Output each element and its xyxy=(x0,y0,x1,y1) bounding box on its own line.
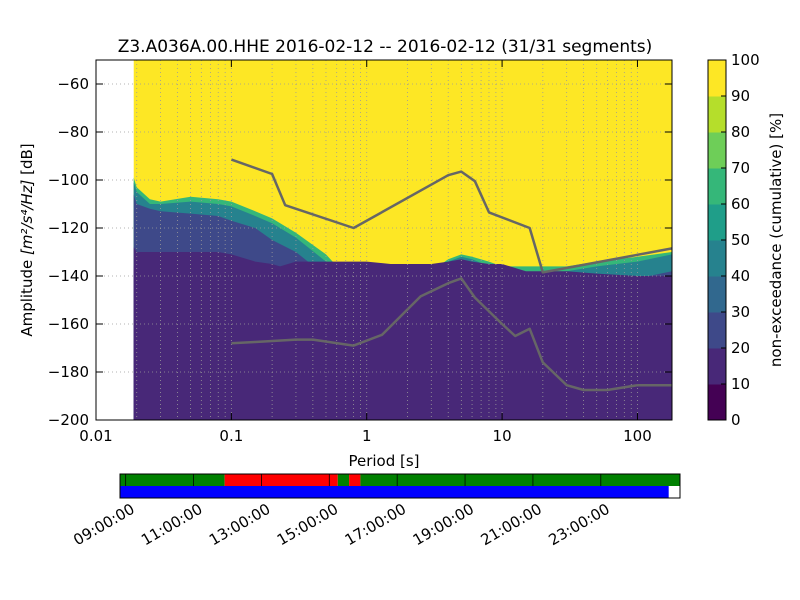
timeline-tick-label: 23:00:00 xyxy=(545,500,612,549)
x-tick-label: 100 xyxy=(623,427,652,445)
colorbar-tick-label: 100 xyxy=(731,51,760,69)
colorbar-band xyxy=(708,204,726,241)
colorbar-band xyxy=(708,276,726,313)
timeline-bars xyxy=(120,474,680,498)
y-axis-label-units: [m²/s⁴/Hz] xyxy=(18,179,36,255)
series-line-1 xyxy=(230,158,673,274)
colorbar-label: non-exceedance (cumulative) [%] xyxy=(767,113,785,367)
colorbar-tick-label: 60 xyxy=(731,195,750,213)
colorbar-tick-label: 50 xyxy=(731,231,750,249)
y-axis-label-prefix: Amplitude xyxy=(18,255,36,337)
series-line-2 xyxy=(231,277,672,392)
timeline-segment xyxy=(224,474,338,486)
plot-area: 0.01 0.1 1 10 100 −60 −80 −100 −120 −140 −160 −180… xyxy=(48,59,673,445)
heatmap xyxy=(133,60,673,420)
timeline-tick-label: 21:00:00 xyxy=(478,500,545,549)
y-tick-label: −80 xyxy=(57,123,89,141)
heatmap-band-10 xyxy=(133,259,672,420)
timeline-tick-label: 15:00:00 xyxy=(274,500,341,549)
y-tick-label: −100 xyxy=(48,171,89,189)
colorbar: 0 10 20 30 40 50 60 70 80 90 100 non-exceedance (c… xyxy=(707,51,785,429)
colorbar-tick-label: 0 xyxy=(731,411,741,429)
x-tick-label: 0.1 xyxy=(219,427,243,445)
y-tick-label: −60 xyxy=(57,75,89,93)
timeline-frame xyxy=(119,473,681,499)
y-axis-label-suffix: [dB] xyxy=(18,143,36,179)
timeline-availability xyxy=(120,486,669,498)
colorbar-band xyxy=(708,384,726,421)
colorbar-band xyxy=(708,240,726,277)
percentile-lines xyxy=(230,158,673,392)
y-tick-label: −120 xyxy=(48,219,89,237)
x-tick-label: 1 xyxy=(362,427,372,445)
timeline-tick-label: 17:00:00 xyxy=(342,500,409,549)
timeline-segment xyxy=(120,474,225,486)
colorbar-tick-label: 10 xyxy=(731,375,750,393)
timeline-segment xyxy=(349,474,361,486)
y-ticks: −60 −80 −100 −120 −140 −160 −180 −200 xyxy=(48,75,672,429)
timeline-segment xyxy=(337,474,350,486)
colorbar-band xyxy=(708,96,726,133)
colorbar-tick-label: 20 xyxy=(731,339,750,357)
colorbar-band xyxy=(708,348,726,385)
colorbar-band xyxy=(708,312,726,349)
y-tick-label: −180 xyxy=(48,363,89,381)
colorbar-band xyxy=(708,60,726,97)
colorbar-ticks: 0 10 20 30 40 50 60 70 80 90 100 xyxy=(721,51,760,429)
colorbar-tick-label: 70 xyxy=(731,159,750,177)
colorbar-bands xyxy=(708,60,726,421)
colorbar-tick-label: 40 xyxy=(731,267,750,285)
y-tick-label: −160 xyxy=(48,315,89,333)
colorbar-tick-label: 90 xyxy=(731,87,750,105)
timeline-tick-label: 09:00:00 xyxy=(70,500,137,549)
colorbar-band xyxy=(708,168,726,205)
grid xyxy=(95,60,672,421)
x-axis-label: Period [s] xyxy=(348,452,419,470)
x-tick-label: 0.01 xyxy=(79,427,112,445)
x-ticks: 0.01 0.1 1 10 100 xyxy=(79,60,652,445)
timeline-tick-label: 13:00:00 xyxy=(206,500,273,549)
colorbar-tick-label: 80 xyxy=(731,123,750,141)
timeline-segment xyxy=(360,474,680,486)
timeline: 09:00:00 11:00:00 13:00:00 15:00:00 17:00:00… xyxy=(70,473,681,549)
y-axis-label: Amplitude [m²/s⁴/Hz] [dB] xyxy=(18,143,36,336)
y-tick-label: −200 xyxy=(48,411,89,429)
plot-frame xyxy=(95,59,673,421)
y-tick-label: −140 xyxy=(48,267,89,285)
colorbar-band xyxy=(708,132,726,169)
timeline-tick-label: 19:00:00 xyxy=(410,500,477,549)
colorbar-tick-label: 30 xyxy=(731,303,750,321)
chart-title: Z3.A036A.00.HHE 2016-02-12 -- 2016-02-12… xyxy=(118,37,653,57)
timeline-tick-label: 11:00:00 xyxy=(138,500,205,549)
x-tick-label: 10 xyxy=(493,427,512,445)
